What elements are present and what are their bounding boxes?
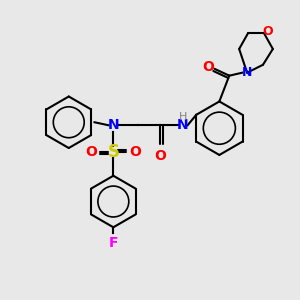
Text: O: O [262,25,273,38]
Text: H: H [178,112,187,122]
Text: N: N [242,66,252,79]
Text: N: N [107,118,119,132]
Text: O: O [202,60,214,74]
Text: O: O [154,149,166,163]
Text: F: F [109,236,118,250]
Text: O: O [129,145,141,159]
Text: O: O [85,145,98,159]
Text: S: S [107,143,119,161]
Text: N: N [177,118,188,132]
